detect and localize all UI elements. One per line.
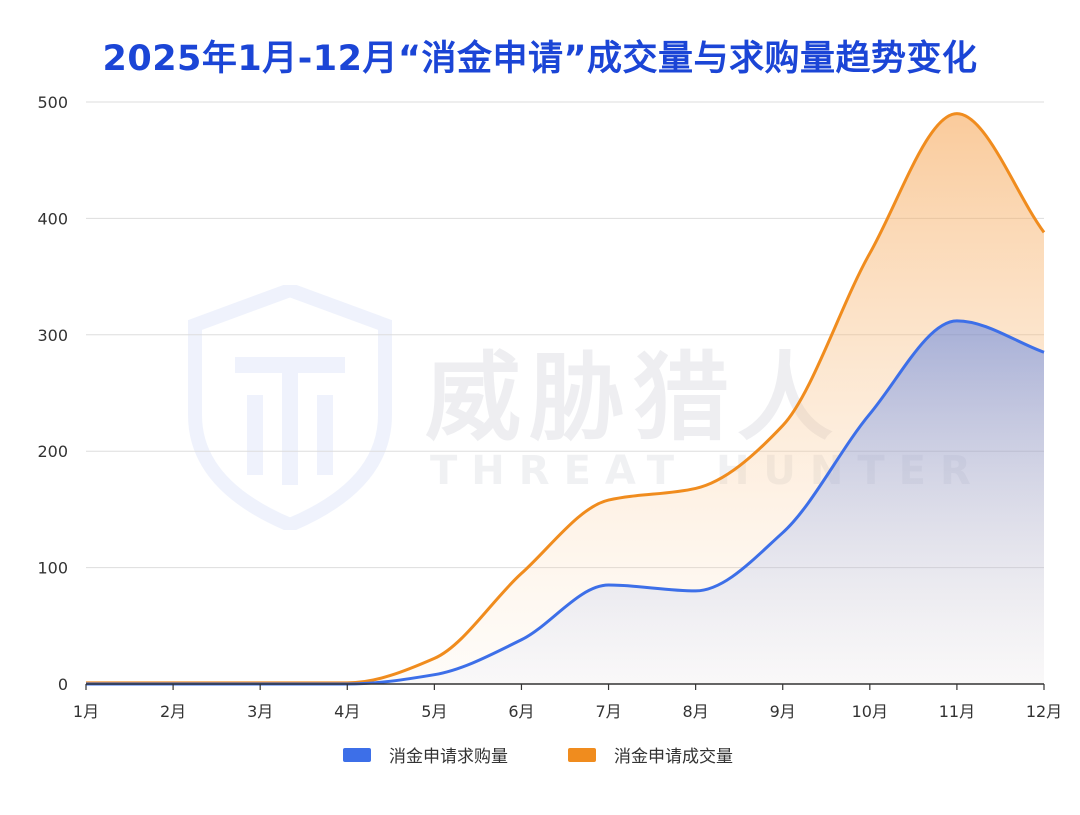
x-tick-label: 8月 [683, 702, 709, 721]
x-tick-label: 6月 [508, 702, 534, 721]
x-axis-ticks: 1月 2月 3月 4月 5月 6月 7月 8月 9月 10月 11月 12月 [73, 684, 1062, 721]
chart-title: 2025年1月-12月“消金申请”成交量与求购量趋势变化 [102, 39, 978, 79]
x-tick-label: 7月 [595, 702, 621, 721]
y-tick-label: 0 [58, 675, 68, 694]
series-area-demand [86, 320, 1044, 684]
y-tick-label: 300 [37, 326, 68, 345]
y-tick-label: 500 [37, 93, 68, 112]
x-tick-label: 12月 [1026, 702, 1062, 721]
legend: 消金申请求购量 消金申请成交量 [0, 742, 1080, 770]
x-tick-label: 2月 [160, 702, 186, 721]
x-tick-label: 5月 [421, 702, 447, 721]
watermark-shield-icon [188, 285, 392, 530]
x-tick-label: 4月 [334, 702, 360, 721]
x-tick-label: 10月 [852, 702, 888, 721]
x-tick-label: 11月 [939, 702, 975, 721]
x-tick-label: 3月 [247, 702, 273, 721]
legend-item-deals[interactable]: 消金申请成交量 [568, 742, 733, 767]
watermark-text: 威胁猎人 [425, 342, 841, 454]
legend-label-deals: 消金申请成交量 [614, 747, 733, 767]
legend-swatch-deals [568, 747, 596, 762]
x-tick-label: 9月 [770, 702, 796, 721]
legend-label-demand: 消金申请求购量 [389, 747, 508, 767]
y-tick-label: 100 [37, 559, 68, 578]
y-tick-label: 200 [37, 442, 68, 461]
y-axis-ticks: 0 100 200 300 400 500 [37, 93, 68, 694]
y-tick-label: 400 [37, 209, 68, 228]
legend-item-demand[interactable]: 消金申请求购量 [343, 742, 508, 767]
x-tick-label: 1月 [73, 702, 99, 721]
series-areas [86, 113, 1044, 684]
legend-swatch-demand [343, 747, 371, 762]
